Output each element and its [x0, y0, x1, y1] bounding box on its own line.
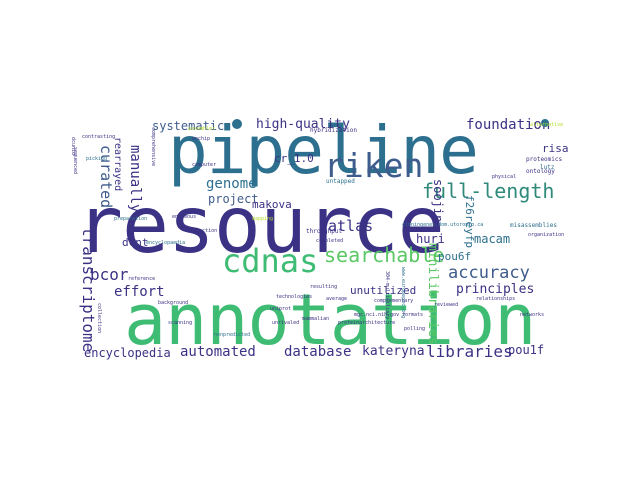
small-word: mammalian — [302, 316, 330, 322]
word-automated: automated — [180, 344, 256, 360]
small-word: physical — [492, 174, 517, 180]
word-searchable: searchable — [324, 243, 445, 267]
word-kateryna: kateryna — [362, 344, 425, 359]
word-cdnas: cdnas — [222, 242, 319, 280]
small-word: completed — [316, 238, 344, 244]
small-word: reference — [128, 276, 156, 282]
small-word: misassemblies — [510, 222, 557, 229]
small-word: unrivaled — [272, 320, 300, 326]
small-word: formats — [402, 312, 424, 318]
small-word: average — [326, 296, 348, 302]
word-huri: huri — [416, 232, 445, 246]
small-word: computer — [192, 162, 217, 168]
word-pipeline: pipeline — [168, 117, 479, 189]
small-word: resulting — [310, 284, 338, 290]
word-effort: effort — [114, 284, 165, 300]
decor-dot — [232, 119, 242, 129]
small-word: encyclopaedia — [146, 240, 186, 246]
word-curated: curated — [97, 145, 115, 209]
small-word: 304-multiciliary — [384, 271, 390, 320]
word-foundation: foundation — [466, 117, 551, 133]
small-word: mapping — [252, 216, 274, 222]
word-principles: principles — [456, 282, 535, 297]
small-word: untapped — [326, 178, 355, 185]
word-f26reyfp: f26reyfp — [463, 195, 476, 248]
small-word: technologies — [276, 294, 313, 300]
small-word: enormous — [172, 214, 197, 220]
small-word: organization — [528, 232, 565, 238]
word-dcnt: dcnt — [122, 236, 149, 249]
small-word: detection — [190, 228, 218, 234]
small-word: reviewed — [434, 302, 459, 308]
small-word: polling — [404, 326, 426, 332]
word-bcor: bcor — [90, 265, 129, 284]
word-makova: makova — [252, 198, 292, 211]
word-systematic: systematic — [152, 119, 225, 133]
word-cloud: resource annotation pipeline riken cdnas… — [70, 117, 590, 367]
small-word: nonpredicted — [214, 332, 251, 338]
word-atlas: atlas — [328, 217, 374, 235]
small-word: collection — [96, 303, 102, 334]
small-word: complementary — [374, 298, 414, 304]
word-minilibraries: minilibraries — [425, 243, 440, 345]
word-pou6f: pou6f — [438, 250, 472, 263]
word-resource: resource — [76, 181, 445, 271]
small-word: proteinarchitecture — [338, 320, 396, 326]
small-word: alternative — [530, 122, 564, 128]
word-project: project — [208, 192, 259, 206]
small-word: relationships — [476, 296, 516, 302]
small-word: comprehensive — [150, 127, 156, 167]
word-risa: risa — [542, 142, 569, 155]
word-genome: genome — [206, 176, 257, 192]
word-transcriptome: transcriptome — [79, 227, 98, 353]
small-word: mgc.nci.nih.gov — [354, 312, 400, 318]
word-annotation: annotation — [124, 279, 536, 361]
small-word: uniprot — [270, 306, 292, 312]
word-manually: manually — [127, 145, 143, 213]
word-high-quality: high-quality — [256, 117, 350, 132]
small-word: sequenced — [72, 147, 78, 175]
small-word: ontology — [526, 168, 555, 175]
small-word: preparation — [114, 216, 148, 222]
word-cr-1-0: cr_1.0 — [274, 152, 314, 165]
small-word: picking — [86, 156, 108, 162]
small-word: proteomics — [526, 156, 563, 163]
small-word: dcunid — [70, 137, 76, 156]
small-word: www.europepmc.org — [400, 267, 406, 319]
decor-dot — [541, 119, 549, 127]
small-word: networks — [520, 312, 545, 318]
small-word: cloningenes.dom.utoronto.ca — [402, 222, 484, 228]
word-full-length: full-length — [422, 179, 555, 203]
small-word: assembler — [188, 126, 216, 132]
small-word: background — [158, 300, 189, 306]
small-word: enchip — [192, 136, 211, 142]
small-word: hybridization — [310, 127, 357, 134]
word-riken: riken — [324, 146, 424, 185]
word-database: database — [284, 344, 352, 360]
word-libraries: libraries — [426, 342, 513, 361]
word-rearrayed: rearrayed — [112, 137, 123, 192]
word-pou1f: pou1f — [508, 343, 545, 357]
word-unutilized: unutilized — [350, 284, 417, 297]
small-word: scanning — [168, 320, 193, 326]
word-macam: macam — [474, 232, 511, 246]
small-word: throughput — [306, 228, 343, 235]
small-word: contrasting — [82, 134, 116, 140]
word-accuracy: accuracy — [448, 263, 530, 283]
small-word: lutz — [540, 164, 555, 171]
word-soojin: soojin — [431, 179, 445, 223]
word-encyclopedia: encyclopedia — [84, 346, 171, 360]
